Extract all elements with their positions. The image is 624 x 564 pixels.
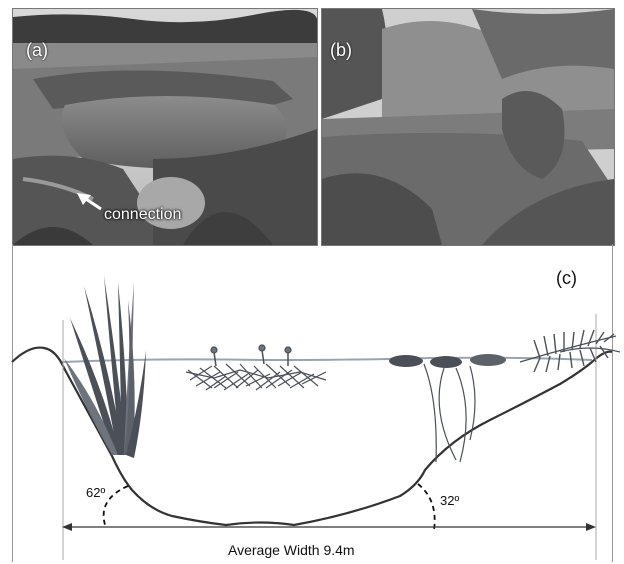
emergent-plant-icon — [64, 276, 146, 458]
right-angle-label: 32º — [440, 493, 460, 508]
photo-b-illustration — [322, 9, 614, 245]
width-arrow — [62, 523, 596, 531]
panel-label-b: (b) — [330, 40, 352, 60]
arrow-icon — [77, 193, 102, 211]
treeline — [13, 9, 317, 45]
pond-water — [61, 96, 287, 169]
bank-plant-icon — [519, 329, 621, 373]
average-width-label: Average Width 9.4m — [228, 542, 355, 558]
floating-leaf-plant-icon — [389, 354, 506, 463]
water-surface-line — [61, 356, 593, 363]
left-angle-arc — [102, 485, 129, 529]
cross-section-frame — [12, 244, 613, 562]
panel-label-c: (c) — [556, 268, 577, 288]
connection-label: connection — [104, 206, 182, 223]
floating-plant-icon — [185, 344, 327, 391]
photo-pond-b — [321, 8, 615, 246]
leaf — [137, 177, 205, 229]
pond-profile-line — [11, 346, 613, 527]
tree-left — [322, 9, 387, 119]
left-angle-label: 62º — [86, 485, 106, 500]
photo-pond-a — [12, 8, 318, 246]
panel-label-a: (a) — [26, 40, 48, 60]
right-angle-arc — [417, 483, 436, 531]
photo-a-illustration — [13, 9, 317, 245]
